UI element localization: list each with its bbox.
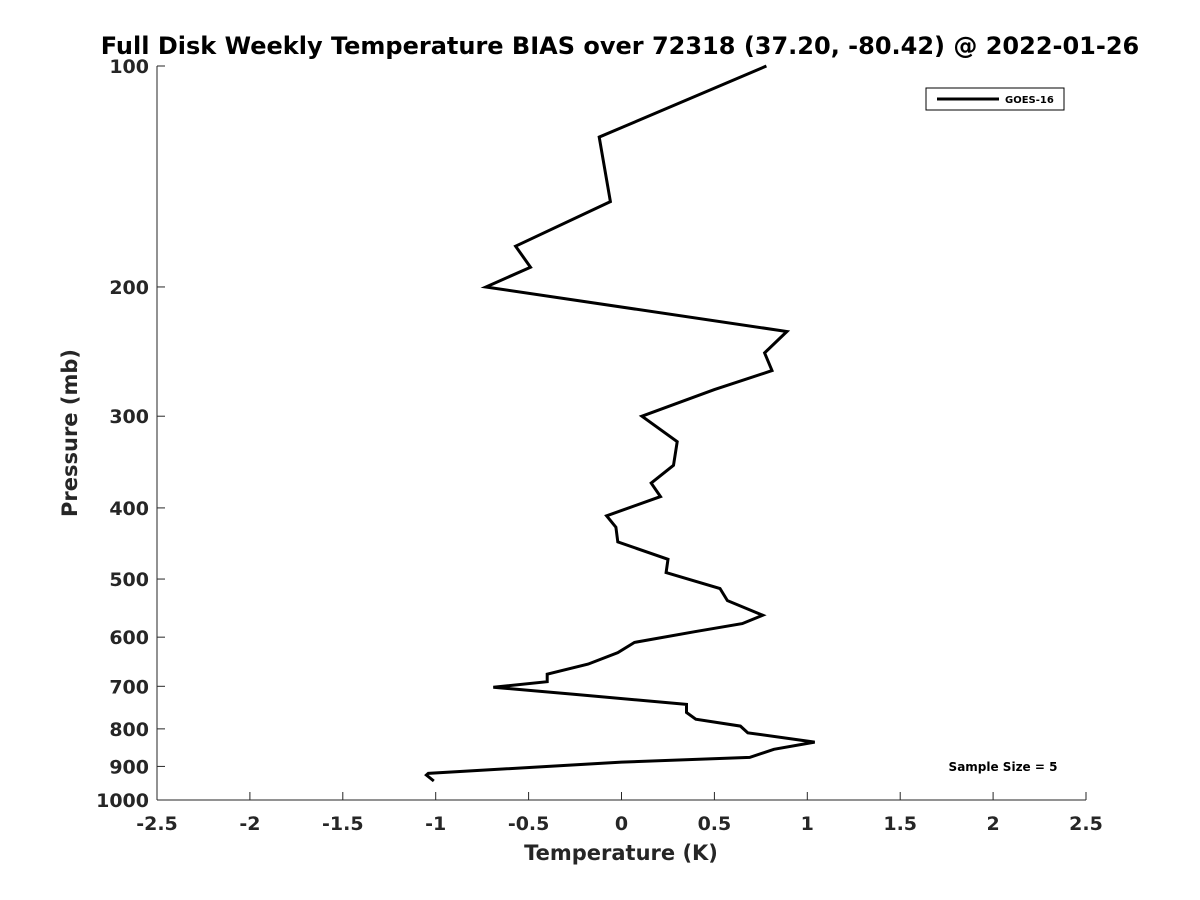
y-tick-label: 400 [109,498,149,520]
y-axis-label: Pressure (mb) [58,349,82,517]
x-axis-ticks: -2.5 -2 -1.5 -1 -0.5 0 0.5 1 1.5 2 2.5 [136,792,1103,835]
y-tick-label: 800 [109,719,149,741]
x-tick-label: -0.5 [508,813,550,835]
y-tick-label: 100 [109,56,149,78]
y-tick-label: 600 [109,627,149,649]
x-tick-label: 2 [986,813,999,835]
x-tick-label: 2.5 [1069,813,1103,835]
chart-title: Full Disk Weekly Temperature BIAS over 7… [101,32,1140,60]
y-axis-ticks: 100 200 300 400 500 600 700 800 900 1000 [96,56,165,812]
sample-size-annotation: Sample Size = 5 [949,760,1058,774]
y-tick-label: 1000 [96,790,149,812]
legend-entry-goes-16: GOES-16 [1005,95,1054,106]
x-tick-label: -1 [425,813,446,835]
x-tick-label: 1 [801,813,814,835]
x-tick-label: 0 [615,813,628,835]
y-tick-label: 700 [109,676,149,698]
x-tick-label: -2.5 [136,813,178,835]
x-tick-label: -2 [239,813,260,835]
x-axis-label: Temperature (K) [524,841,718,865]
x-tick-label: 1.5 [883,813,917,835]
x-tick-label: -1.5 [322,813,364,835]
y-tick-label: 500 [109,569,149,591]
y-tick-label: 300 [109,406,149,428]
legend: GOES-16 [925,87,1065,111]
series-line-goes-16 [424,64,815,783]
y-tick-label: 200 [109,277,149,299]
plot-area [157,66,1086,800]
x-tick-label: 0.5 [698,813,732,835]
y-tick-label: 900 [109,756,149,778]
